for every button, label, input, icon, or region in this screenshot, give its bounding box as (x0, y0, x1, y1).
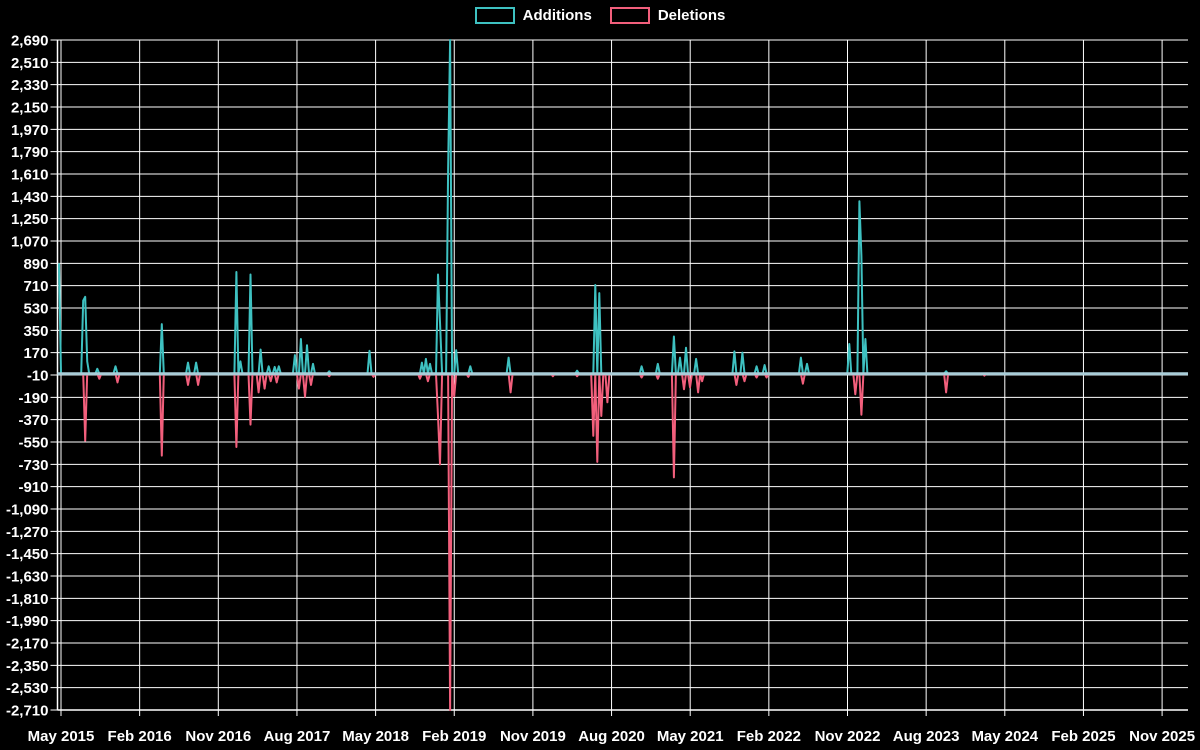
x-tick-label: May 2021 (657, 728, 724, 745)
legend-label-deletions: Deletions (657, 7, 726, 24)
y-tick-label: -1,810 (6, 591, 49, 608)
y-tick-label: 170 (23, 345, 48, 362)
x-tick-label: Aug 2020 (578, 728, 645, 745)
y-tick-label: 710 (23, 278, 48, 295)
x-tick-label: Nov 2019 (500, 728, 566, 745)
y-tick-label: -730 (18, 457, 48, 474)
additions-line (58, 39, 1188, 375)
x-tick-label: May 2015 (28, 728, 95, 745)
y-tick-label: -370 (18, 412, 48, 429)
grid-lines (50, 39, 1188, 716)
deletions-line (59, 372, 1188, 711)
y-tick-label: -910 (18, 479, 48, 496)
y-tick-label: 1,250 (11, 211, 49, 228)
y-tick-label: 1,070 (11, 234, 49, 251)
y-tick-label: -1,450 (6, 546, 49, 563)
x-tick-label: Nov 2022 (815, 728, 881, 745)
x-tick-label: Nov 2025 (1129, 728, 1195, 745)
y-tick-label: 890 (23, 256, 48, 273)
y-tick-label: 530 (23, 301, 48, 318)
y-tick-label: -1,090 (6, 502, 49, 519)
legend-label-additions: Additions (522, 7, 592, 24)
y-tick-label: 1,790 (11, 144, 49, 161)
y-tick-labels: 2,690 2,510 2,330 2,150 1,970 1,790 1,610 1,430… (6, 33, 49, 720)
y-tick-label: -2,350 (6, 658, 49, 675)
legend-item-deletions[interactable]: Deletions (609, 7, 726, 24)
y-tick-label: -1,990 (6, 613, 49, 630)
y-tick-label: -1,630 (6, 569, 49, 586)
y-tick-label: -550 (18, 435, 48, 452)
additions-swatch-icon (474, 7, 515, 24)
y-tick-label: 1,610 (11, 167, 49, 184)
x-tick-label: Nov 2016 (185, 728, 251, 745)
x-tick-label: Feb 2025 (1051, 728, 1115, 745)
x-tick-label: May 2024 (971, 728, 1038, 745)
y-tick-label: -2,170 (6, 636, 49, 653)
y-tick-label: -10 (27, 368, 49, 385)
y-tick-label: -1,270 (6, 524, 49, 541)
x-tick-label: Aug 2017 (264, 728, 331, 745)
y-tick-label: -2,710 (6, 703, 49, 720)
y-tick-label: 2,510 (11, 55, 49, 72)
y-tick-label: 2,330 (11, 77, 49, 94)
x-tick-label: Feb 2022 (737, 728, 801, 745)
chart-legend: Additions Deletions (0, 7, 1200, 24)
y-tick-label: 2,690 (11, 33, 49, 50)
y-tick-label: -2,530 (6, 680, 49, 697)
x-tick-label: May 2018 (342, 728, 409, 745)
y-tick-label: 2,150 (11, 100, 49, 117)
x-tick-label: Feb 2016 (108, 728, 172, 745)
x-tick-labels: May 2015 Feb 2016 Nov 2016 Aug 2017 May 2018… (28, 728, 1195, 745)
y-tick-label: 1,970 (11, 122, 49, 139)
deletions-swatch-icon (609, 7, 650, 24)
x-tick-label: Aug 2023 (893, 728, 960, 745)
y-tick-label: -190 (18, 390, 48, 407)
y-tick-label: 1,430 (11, 189, 49, 206)
x-tick-label: Feb 2019 (422, 728, 486, 745)
y-tick-label: 350 (23, 323, 48, 340)
legend-item-additions[interactable]: Additions (474, 7, 592, 24)
